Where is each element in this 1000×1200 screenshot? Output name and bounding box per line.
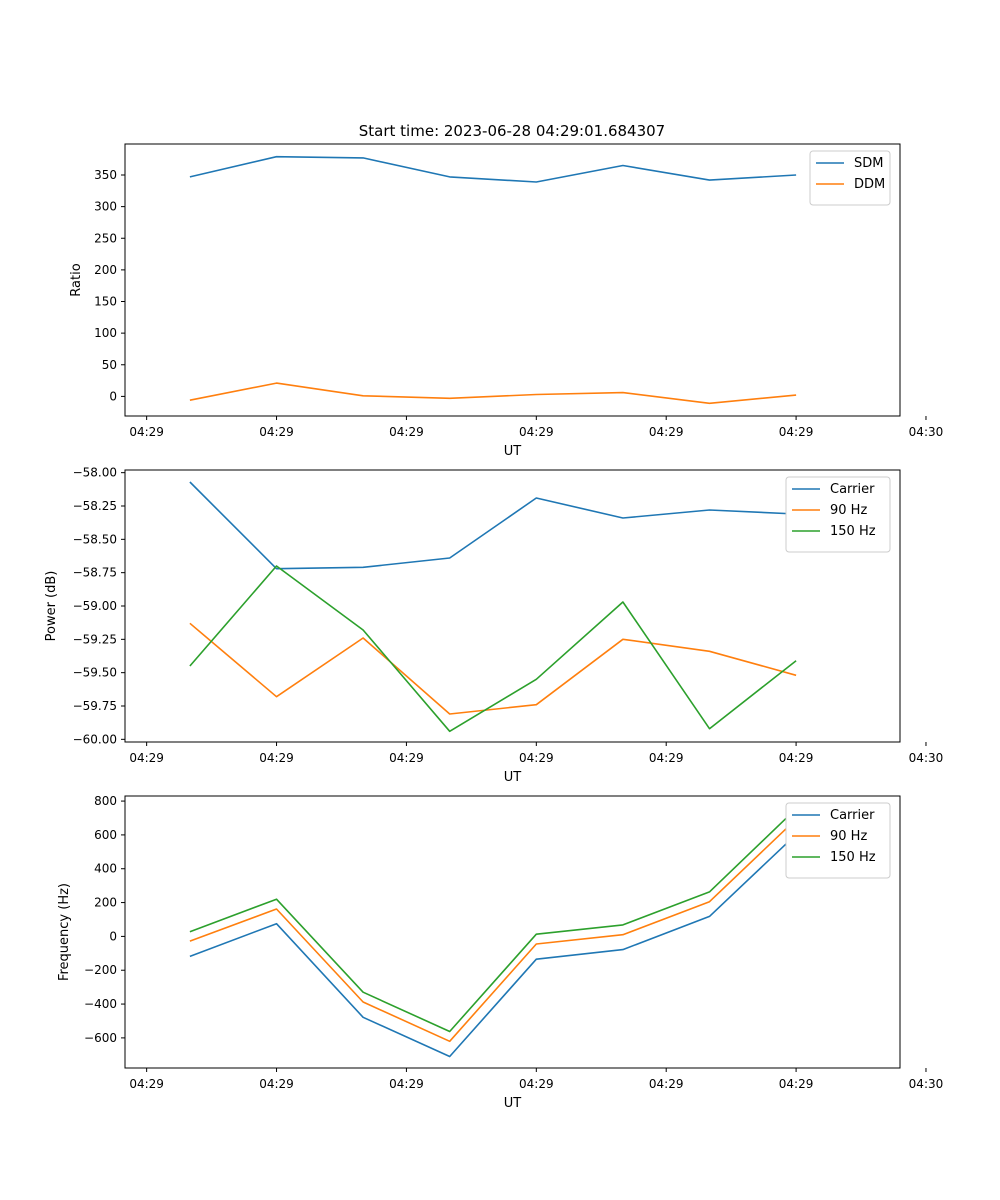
legend-label: Carrier [830,482,875,497]
legend-label: 150 Hz [830,850,876,865]
y-tick-label: 150 [94,295,117,309]
legend-frame [785,476,891,553]
legend-label: 150 Hz [830,524,876,539]
legend-label: 90 Hz [830,503,867,518]
y-tick-label: 50 [102,358,117,372]
x-tick-label: 04:29 [649,425,684,439]
x-tick-label: 04:29 [259,1077,294,1091]
series-line-carrier [189,481,797,570]
y-tick-label: −59.00 [73,599,117,613]
x-tick-label: 04:29 [259,751,294,765]
y-tick-label: 800 [94,794,117,808]
series-line-90-hz [189,622,797,715]
y-tick-label: 350 [94,168,117,182]
y-tick-label: −58.75 [73,566,117,580]
legend-frame [809,150,891,206]
x-tick-label: 04:29 [389,751,424,765]
x-tick-label: 04:29 [259,425,294,439]
series-line-150-hz [189,808,797,1033]
x-axis-label: UT [504,1096,522,1111]
legend-label: 90 Hz [830,829,867,844]
x-tick-label: 04:29 [389,1077,424,1091]
x-tick-label: 04:29 [389,425,424,439]
x-tick-label: 04:29 [519,425,554,439]
figure-title: Start time: 2023-06-28 04:29:01.684307 [359,122,665,140]
y-tick-label: −60.00 [73,732,117,746]
x-tick-label: 04:29 [649,1077,684,1091]
y-tick-label: −59.50 [73,666,117,680]
y-tick-label: −400 [84,997,117,1011]
y-tick-label: 0 [109,929,117,943]
y-tick-label: −58.50 [73,532,117,546]
x-tick-label: 04:29 [129,425,164,439]
x-axis-label: UT [504,770,522,785]
y-tick-label: −58.00 [73,466,117,480]
legend-frame [785,802,891,879]
legend: Carrier 90 Hz 150 Hz [785,802,891,879]
series-line-150-hz [189,565,797,733]
x-tick-label: 04:29 [649,751,684,765]
y-tick-label: 0 [109,389,117,403]
legend-label: SDM [854,156,883,171]
x-tick-label: 04:29 [519,1077,554,1091]
y-tick-label: −59.25 [73,632,117,646]
y-tick-label: 600 [94,828,117,842]
x-tick-label: 04:30 [909,1077,944,1091]
y-tick-label: −600 [84,1031,117,1045]
chart-panel-1: 04:29 04:29 04:29 04:29 04:29 04:29 04:30 0 50 10… [69,143,944,459]
chart-panel-2: 04:29 04:29 04:29 04:29 04:29 04:29 04:30 −60.0… [44,466,943,785]
chart-panel-3: 04:29 04:29 04:29 04:29 04:29 04:29 04:30 −600 −… [57,794,943,1111]
legend-label: DDM [854,177,885,192]
y-axis-label: Frequency (Hz) [57,883,72,981]
axes-frame [124,143,901,417]
series-line-ddm [189,382,797,405]
x-tick-label: 04:29 [779,751,814,765]
y-axis-label: Ratio [69,263,84,296]
x-tick-label: 04:29 [779,425,814,439]
y-tick-label: 300 [94,200,117,214]
y-tick-label: 400 [94,862,117,876]
y-axis-label: Power (dB) [44,571,59,642]
y-tick-label: −59.75 [73,699,117,713]
y-tick-label: 100 [94,326,117,340]
legend: Carrier 90 Hz 150 Hz [785,476,891,553]
x-tick-label: 04:30 [909,425,944,439]
x-tick-label: 04:29 [519,751,554,765]
x-axis-label: UT [504,444,522,459]
x-tick-label: 04:30 [909,751,944,765]
x-tick-label: 04:29 [779,1077,814,1091]
y-tick-label: 200 [94,263,117,277]
legend-label: Carrier [830,808,875,823]
x-tick-label: 04:29 [129,751,164,765]
y-tick-label: 200 [94,896,117,910]
y-tick-label: −200 [84,963,117,977]
series-line-sdm [189,155,797,183]
x-tick-label: 04:29 [129,1077,164,1091]
series-line-carrier [189,833,797,1058]
axes-frame [124,795,901,1069]
y-tick-label: 250 [94,231,117,245]
series-line-90-hz [189,818,797,1043]
y-tick-label: −58.25 [73,499,117,513]
legend: SDM DDM [809,150,891,206]
